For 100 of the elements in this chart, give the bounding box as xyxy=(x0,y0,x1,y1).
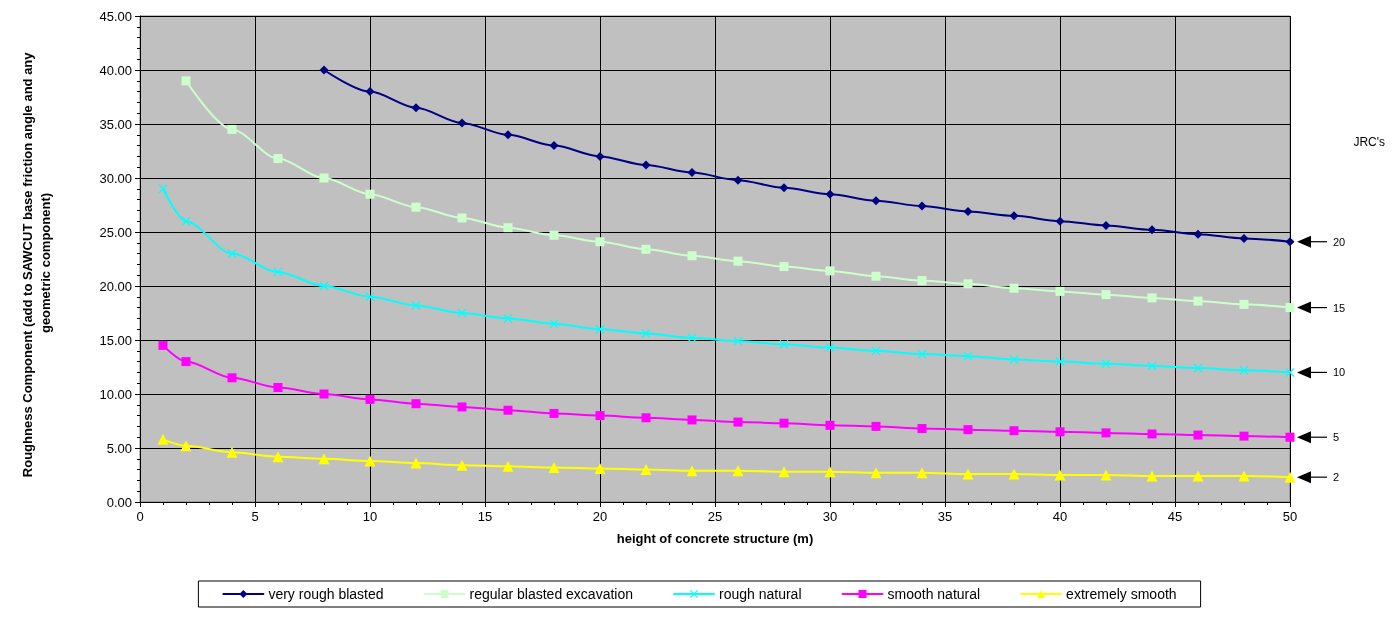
text: 2 xyxy=(1333,471,1340,484)
point xyxy=(180,440,192,452)
point xyxy=(595,237,605,247)
point xyxy=(1285,367,1295,377)
point xyxy=(158,184,168,194)
text: 15 xyxy=(1333,301,1346,314)
point xyxy=(594,463,606,475)
point xyxy=(595,324,605,334)
point xyxy=(1147,429,1157,439)
point xyxy=(1192,470,1204,482)
point xyxy=(1239,233,1249,243)
point xyxy=(1009,354,1019,364)
point xyxy=(503,223,513,233)
point xyxy=(779,262,789,272)
point xyxy=(411,300,421,310)
point xyxy=(687,168,697,178)
point xyxy=(549,230,559,240)
point xyxy=(456,459,468,471)
point xyxy=(824,466,836,478)
x-tick-label: 45 xyxy=(1167,509,1183,524)
y-tick-label: 0.00 xyxy=(106,494,132,510)
point xyxy=(226,446,238,458)
point xyxy=(411,103,421,113)
point xyxy=(1193,430,1203,440)
point xyxy=(825,266,835,276)
point xyxy=(687,333,697,343)
y-axis-title: Roughness Component (add to SAWCUT base friction angle and any geometric component) xyxy=(19,48,53,478)
point xyxy=(457,402,467,412)
point xyxy=(1239,431,1249,441)
point xyxy=(640,464,652,476)
y-tick-label: 45.00 xyxy=(99,8,132,24)
y-tick-label: 20.00 xyxy=(99,278,132,294)
point xyxy=(1285,303,1295,313)
point xyxy=(1055,216,1065,226)
point xyxy=(1009,283,1019,293)
point xyxy=(1101,428,1111,438)
legend-label: extremely smooth xyxy=(1066,586,1177,602)
point xyxy=(687,415,697,425)
x-tick-label: 25 xyxy=(707,509,723,524)
point xyxy=(1285,432,1295,442)
point xyxy=(825,343,835,353)
point xyxy=(181,357,191,367)
point xyxy=(871,196,881,206)
point xyxy=(411,202,421,212)
point xyxy=(871,271,881,281)
point xyxy=(549,319,559,329)
point xyxy=(1146,470,1158,482)
point xyxy=(1284,471,1296,483)
text: 5 xyxy=(1333,431,1340,444)
point xyxy=(227,124,237,134)
point xyxy=(319,65,329,75)
y-tick-label: 10.00 xyxy=(99,386,132,402)
point xyxy=(549,408,559,418)
point xyxy=(1193,296,1203,306)
legend-label: smooth natural xyxy=(887,586,981,602)
point xyxy=(871,346,881,356)
x-tick-label: 20 xyxy=(592,509,608,524)
point xyxy=(503,405,513,415)
point xyxy=(503,313,513,323)
point xyxy=(686,465,698,477)
text: 10 xyxy=(1333,366,1346,379)
point xyxy=(779,339,789,349)
point xyxy=(1238,470,1250,482)
point xyxy=(963,351,973,361)
point xyxy=(1147,225,1157,235)
point xyxy=(365,87,375,97)
point xyxy=(457,118,467,128)
point xyxy=(870,467,882,479)
point xyxy=(962,468,974,480)
point xyxy=(963,425,973,435)
point xyxy=(502,460,514,472)
x-tick-label: 50 xyxy=(1282,509,1298,524)
point xyxy=(1009,426,1019,436)
point xyxy=(365,189,375,199)
point xyxy=(273,154,283,164)
point xyxy=(158,340,168,350)
text: JRC's xyxy=(1353,135,1385,149)
legend-label: regular blasted excavation xyxy=(469,586,634,602)
point xyxy=(410,457,422,469)
point xyxy=(732,465,744,477)
point xyxy=(503,130,513,140)
x-tick-label: 0 xyxy=(136,509,144,524)
point xyxy=(733,175,743,185)
point xyxy=(917,201,927,211)
legend-label: rough natural xyxy=(719,586,802,602)
point xyxy=(779,183,789,193)
x-axis-title: height of concrete structure (m) xyxy=(616,531,814,546)
point xyxy=(687,251,697,261)
point xyxy=(1054,469,1066,481)
y-tick-label: 35.00 xyxy=(99,116,132,132)
y-tick-label: 25.00 xyxy=(99,224,132,240)
point xyxy=(778,466,790,478)
point xyxy=(1101,359,1111,369)
point xyxy=(733,417,743,427)
point xyxy=(641,160,651,170)
point xyxy=(1055,427,1065,437)
point xyxy=(548,461,560,473)
point xyxy=(273,383,283,393)
point xyxy=(963,206,973,216)
legend-label: very rough blasted xyxy=(268,586,384,602)
